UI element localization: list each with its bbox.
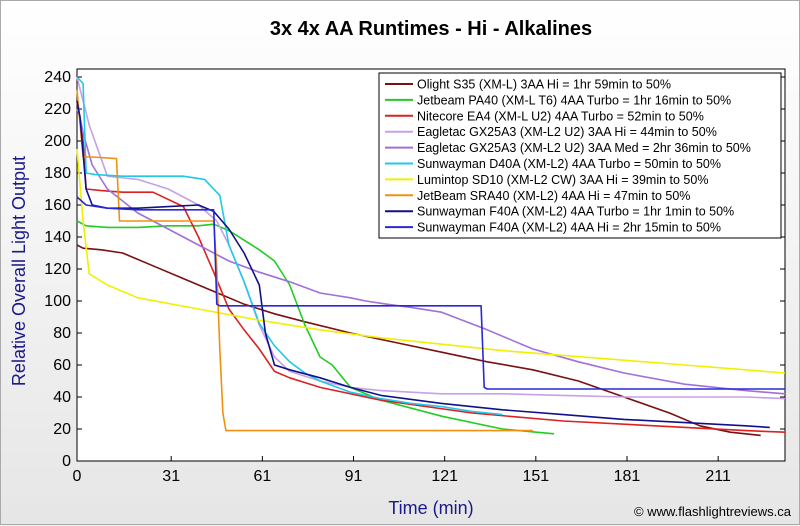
x-tick-label: 181 (614, 468, 641, 485)
y-tick-label: 120 (44, 261, 71, 278)
y-tick-label: 180 (44, 165, 71, 182)
x-tick-label: 61 (253, 468, 271, 485)
x-tick-label: 91 (345, 468, 363, 485)
series-line-8 (76, 89, 533, 432)
series-line-10 (76, 196, 785, 390)
x-tick-label: 151 (522, 468, 549, 485)
y-tick-label: 160 (44, 197, 71, 214)
x-tick-label: 31 (162, 468, 180, 485)
credit-text: © www.flashlightreviews.ca (634, 504, 792, 519)
x-axis-title: Time (min) (388, 498, 473, 518)
series-line-4 (76, 76, 786, 400)
series-line-5 (76, 108, 786, 395)
legend-label-2: Jetbeam PA40 (XM-L T6) 4AA Turbo = 1hr 1… (417, 93, 731, 107)
series-line-7 (76, 148, 786, 374)
legend-label-1: Olight S35 (XM-L) 3AA Hi = 1hr 59min to … (417, 78, 671, 92)
y-tick-label: 0 (62, 453, 71, 470)
y-tick-label: 100 (44, 293, 71, 310)
chart-title: 3x 4x AA Runtimes - Hi - Alkalines (270, 18, 592, 40)
legend-label-5: Eagletac GX25A3 (XM-L2 U2) 3AA Med = 2hr… (417, 141, 751, 155)
plot-area: 0 20 40 60 80 100 120 140 160 180 200 220 240 0 31 61 91… (44, 68, 786, 485)
legend-label-6: Sunwayman D40A (XM-L2) 4AA Turbo = 50min… (417, 157, 721, 171)
y-tick-label: 60 (53, 357, 71, 374)
legend-label-8: JetBeam SRA40 (XM-L2) 4AA Hi = 47min to … (417, 189, 690, 203)
legend-label-4: Eagletac GX25A3 (XM-L2 U2) 3AA Hi = 44mi… (417, 125, 717, 139)
x-tick-label: 0 (73, 468, 82, 485)
legend-label-9: Sunwayman F40A (XM-L2) 4AA Turbo = 1hr 1… (417, 205, 734, 219)
x-tick-label: 211 (705, 468, 731, 485)
legend-label-7: Lumintop SD10 (XM-L2 CW) 3AA Hi = 39min … (417, 173, 708, 187)
legend-label-10: Sunwayman F40A (XM-L2) 4AA Hi = 2hr 15mi… (417, 221, 721, 235)
y-axis-title: Relative Overall Light Output (9, 156, 29, 386)
y-tick-label: 220 (44, 101, 71, 118)
legend-label-3: Nitecore EA4 (XM-L U2) 4AA Turbo = 52min… (417, 109, 704, 123)
y-tick-label: 40 (53, 389, 71, 406)
y-tick-label: 200 (44, 133, 71, 150)
x-tick-label: 121 (431, 468, 458, 485)
series-line-3 (76, 100, 786, 433)
y-tick-label: 240 (44, 69, 71, 86)
series-line-6 (76, 76, 503, 416)
y-tick-label: 80 (53, 325, 71, 342)
y-tick-label: 140 (44, 229, 71, 246)
y-tick-label: 20 (53, 421, 71, 438)
legend-box (378, 72, 782, 239)
